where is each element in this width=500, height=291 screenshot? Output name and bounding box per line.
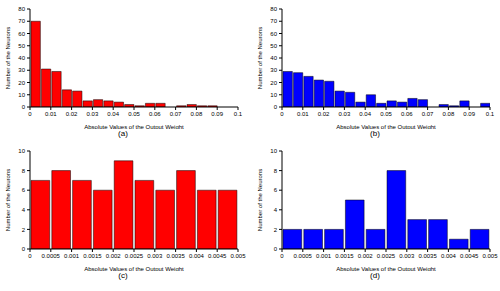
- svg-text:0.08: 0.08: [443, 111, 455, 117]
- svg-text:40: 40: [18, 55, 25, 61]
- svg-text:10: 10: [18, 92, 25, 98]
- svg-text:0.02: 0.02: [318, 111, 330, 117]
- svg-text:20: 20: [270, 80, 277, 86]
- svg-text:0.08: 0.08: [191, 111, 203, 117]
- svg-text:30: 30: [18, 67, 25, 73]
- svg-text:0.03: 0.03: [87, 111, 99, 117]
- svg-text:0: 0: [280, 111, 284, 117]
- svg-text:0: 0: [28, 111, 32, 117]
- svg-text:0: 0: [22, 246, 26, 252]
- svg-text:0: 0: [22, 104, 26, 110]
- svg-text:0.04: 0.04: [359, 111, 371, 117]
- svg-text:0.002: 0.002: [358, 253, 374, 259]
- svg-text:Absolute Values of the Output: Absolute Values of the Output Weight: [84, 124, 184, 129]
- svg-text:0.0025: 0.0025: [377, 253, 396, 259]
- svg-text:50: 50: [18, 43, 25, 49]
- svg-text:8: 8: [274, 168, 278, 174]
- svg-text:0.09: 0.09: [211, 111, 223, 117]
- svg-text:60: 60: [18, 31, 25, 37]
- svg-text:Number of the Neurons: Number of the Neurons: [8, 169, 11, 231]
- svg-text:10: 10: [18, 148, 25, 154]
- svg-text:4: 4: [274, 207, 278, 213]
- svg-text:0.04: 0.04: [107, 111, 119, 117]
- svg-text:40: 40: [270, 55, 277, 61]
- html-text:(b): (b): [370, 129, 380, 138]
- svg-text:0.0015: 0.0015: [335, 253, 354, 259]
- svg-text:0.002: 0.002: [106, 253, 122, 259]
- svg-text:70: 70: [18, 18, 25, 24]
- svg-text:0.0035: 0.0035: [418, 253, 437, 259]
- svg-text:0.005: 0.005: [482, 253, 492, 259]
- svg-text:0: 0: [274, 104, 278, 110]
- svg-text:10: 10: [270, 92, 277, 98]
- svg-text:6: 6: [22, 187, 26, 193]
- svg-text:0: 0: [274, 246, 278, 252]
- svg-text:50: 50: [270, 43, 277, 49]
- svg-text:0.01: 0.01: [45, 111, 57, 117]
- svg-text:0.0005: 0.0005: [294, 253, 313, 259]
- svg-text:Absolute Values of the Output: Absolute Values of the Output Weight: [336, 266, 436, 271]
- svg-text:0.1: 0.1: [234, 111, 243, 117]
- svg-text:0.09: 0.09: [463, 111, 475, 117]
- svg-text:2: 2: [22, 227, 26, 233]
- svg-text:2: 2: [274, 227, 278, 233]
- svg-text:0.004: 0.004: [189, 253, 205, 259]
- svg-text:0.01: 0.01: [297, 111, 309, 117]
- svg-text:Number of the Neurons: Number of the Neurons: [257, 169, 263, 231]
- svg-text:0.003: 0.003: [399, 253, 415, 259]
- svg-text:60: 60: [270, 31, 277, 37]
- svg-text:0.02: 0.02: [66, 111, 78, 117]
- svg-text:0.05: 0.05: [380, 111, 392, 117]
- svg-text:0.001: 0.001: [64, 253, 80, 259]
- svg-text:0.0025: 0.0025: [125, 253, 144, 259]
- svg-text:Number of the Neurons: Number of the Neurons: [257, 27, 263, 89]
- svg-text:0.003: 0.003: [147, 253, 163, 259]
- svg-text:Number of the Neurons: Number of the Neurons: [8, 27, 11, 89]
- svg-text:0.07: 0.07: [170, 111, 182, 117]
- svg-text:Absolute Values of the Output: Absolute Values of the Output Weight: [336, 124, 436, 129]
- svg-text:0.0015: 0.0015: [83, 253, 102, 259]
- svg-text:70: 70: [270, 18, 277, 24]
- svg-text:0.004: 0.004: [441, 253, 457, 259]
- svg-text:10: 10: [270, 148, 277, 154]
- svg-text:0.005: 0.005: [230, 253, 246, 259]
- svg-text:0: 0: [280, 253, 284, 259]
- svg-text:6: 6: [274, 187, 278, 193]
- svg-text:80: 80: [270, 6, 277, 12]
- svg-text:0.0045: 0.0045: [208, 253, 227, 259]
- html-text:(a): (a): [118, 129, 128, 138]
- svg-text:20: 20: [18, 80, 25, 86]
- svg-text:0.05: 0.05: [128, 111, 140, 117]
- svg-text:8: 8: [22, 168, 26, 174]
- svg-text:0.03: 0.03: [339, 111, 351, 117]
- svg-text:30: 30: [270, 67, 277, 73]
- svg-text:0.1: 0.1: [486, 111, 492, 117]
- svg-text:80: 80: [18, 6, 25, 12]
- svg-text:0.001: 0.001: [316, 253, 332, 259]
- svg-text:0.0045: 0.0045: [460, 253, 479, 259]
- svg-text:0.06: 0.06: [401, 111, 413, 117]
- html-text:(d): (d): [370, 271, 380, 280]
- svg-text:0: 0: [28, 253, 32, 259]
- svg-text:0.06: 0.06: [149, 111, 161, 117]
- html-text:(c): (c): [118, 271, 128, 280]
- svg-text:0.0035: 0.0035: [166, 253, 185, 259]
- svg-text:0.07: 0.07: [422, 111, 434, 117]
- svg-text:Absolute Values of the Output: Absolute Values of the Output Weight: [84, 266, 184, 271]
- svg-text:0.0005: 0.0005: [42, 253, 61, 259]
- svg-text:4: 4: [22, 207, 26, 213]
